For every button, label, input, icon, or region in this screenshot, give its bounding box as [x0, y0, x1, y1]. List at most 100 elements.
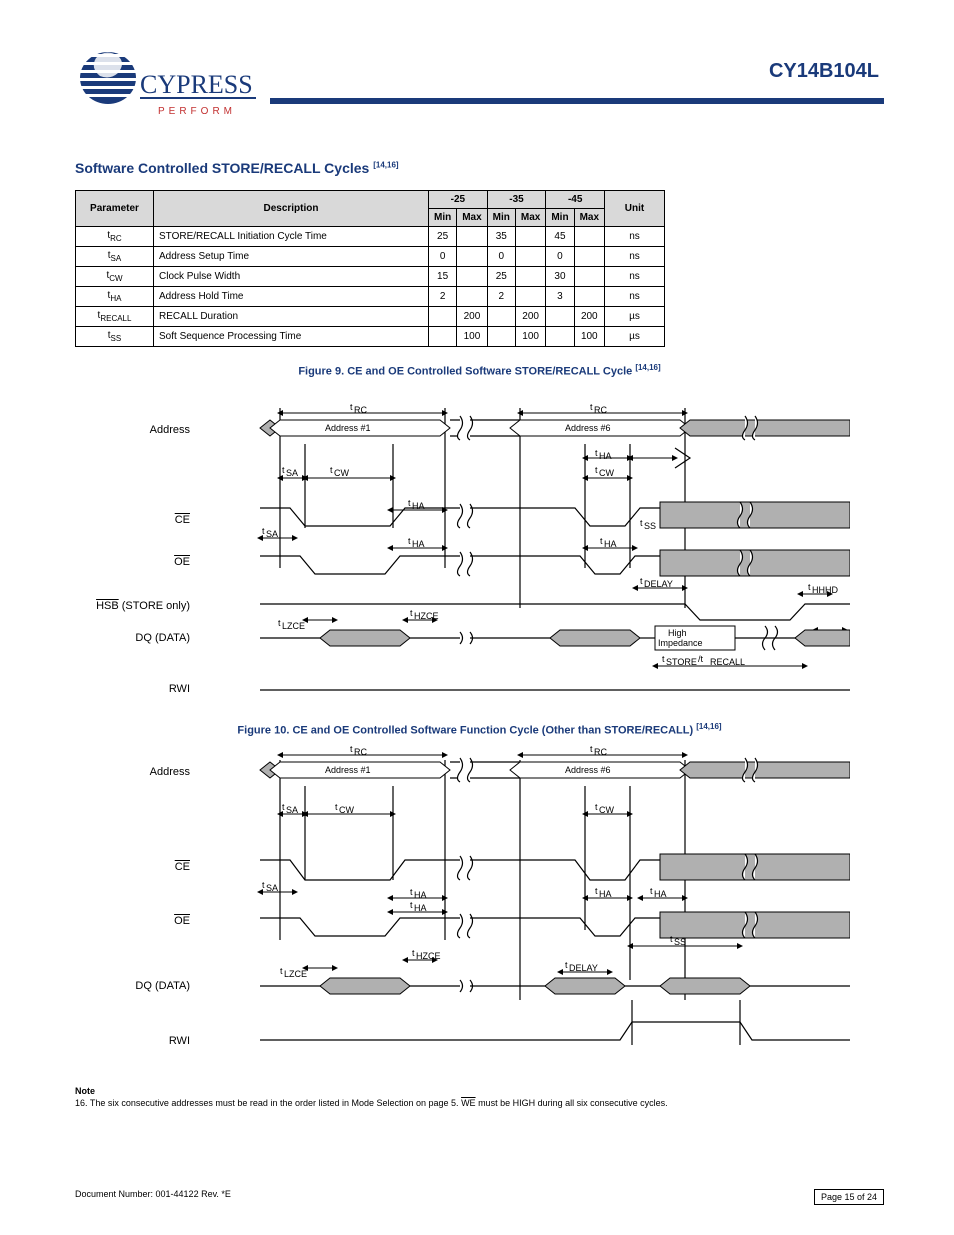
svg-text:SS: SS — [674, 937, 686, 947]
logo-tagline-text: PERFORM — [158, 106, 236, 117]
footer-page: Page 15 of 24 — [814, 1189, 884, 1205]
col-unit: Unit — [605, 191, 665, 227]
notes-title: Note — [75, 1086, 95, 1096]
figure9-diagram: tRC tRC Address #1 Address #6 tSA tCW tC… — [200, 398, 850, 698]
svg-text:RC: RC — [594, 747, 607, 757]
svg-text:High: High — [668, 628, 687, 638]
sig-ce-10: CE — [80, 861, 190, 873]
table-row: tHAAddress Hold Time223ns — [76, 287, 665, 307]
svg-text:Impedance: Impedance — [658, 638, 703, 648]
svg-text:t: t — [335, 802, 338, 812]
svg-text:LZCE: LZCE — [282, 621, 305, 631]
svg-text:DELAY: DELAY — [569, 963, 598, 973]
svg-text:RC: RC — [594, 405, 607, 415]
col-min-25: Min — [429, 209, 457, 227]
page-header: CYPRESS PERFORM CY14B104L — [0, 0, 954, 130]
svg-text:t: t — [595, 448, 598, 458]
sig-address-10: Address — [80, 766, 190, 778]
colgroup-45: -45 — [546, 191, 605, 209]
svg-text:t: t — [590, 744, 593, 754]
svg-text:HA: HA — [599, 451, 612, 461]
svg-text:t: t — [808, 582, 811, 592]
figure9-caption-sup: [14,16] — [635, 363, 660, 372]
footer-rev: Document Number: 001-44122 Rev. *E — [75, 1189, 231, 1199]
svg-text:t: t — [640, 576, 643, 586]
svg-text:RC: RC — [354, 405, 367, 415]
figure10-caption-text: Figure 10. CE and OE Controlled Software… — [237, 725, 693, 737]
col-min-45: Min — [546, 209, 574, 227]
svg-text:STORE: STORE — [666, 657, 697, 667]
svg-text:HA: HA — [414, 903, 427, 913]
colgroup-35: -35 — [487, 191, 546, 209]
svg-text:t: t — [595, 886, 598, 896]
col-description: Description — [154, 191, 429, 227]
header-rule — [270, 98, 884, 104]
svg-text:CW: CW — [339, 805, 354, 815]
part-number: CY14B104L — [769, 60, 879, 83]
svg-text:t: t — [280, 966, 283, 976]
sig-hsb-9: HSB (STORE only) — [80, 600, 190, 612]
svg-text:HA: HA — [599, 889, 612, 899]
col-max-45: Max — [574, 209, 604, 227]
colgroup-25: -25 — [429, 191, 488, 209]
sig-address-9: Address — [80, 424, 190, 436]
svg-text:SA: SA — [266, 529, 278, 539]
figure9-caption: Figure 9. CE and OE Controlled Software … — [75, 363, 884, 378]
svg-text:t: t — [565, 960, 568, 970]
table-row: tSSSoft Sequence Processing Time10010010… — [76, 327, 665, 347]
svg-text:HA: HA — [604, 539, 617, 549]
svg-text:DELAY: DELAY — [644, 579, 673, 589]
svg-text:SA: SA — [266, 883, 278, 893]
table-row: tRECALLRECALL Duration200200200µs — [76, 307, 665, 327]
svg-text:RC: RC — [354, 747, 367, 757]
svg-text:SA: SA — [286, 468, 298, 478]
svg-text:HA: HA — [654, 889, 667, 899]
section-title-sup: [14,16] — [373, 160, 398, 169]
logo-brand-text: CYPRESS — [140, 70, 253, 99]
sig-rwi-10: RWI — [80, 1035, 190, 1047]
figure10-diagram: tRC tRC Address #1 Address #6 tSA tCW tC… — [200, 740, 850, 1050]
figure10-caption: Figure 10. CE and OE Controlled Software… — [75, 722, 884, 737]
sig-oe-10: OE — [80, 915, 190, 927]
svg-text:LZCE: LZCE — [284, 969, 307, 979]
svg-text:t: t — [595, 465, 598, 475]
cypress-logo: CYPRESS PERFORM — [78, 38, 258, 128]
svg-text:t: t — [410, 608, 413, 618]
sig-rwi-9: RWI — [80, 683, 190, 695]
svg-text:t: t — [410, 887, 413, 897]
figure10-caption-sup: [14,16] — [696, 722, 721, 731]
svg-text:t: t — [408, 498, 411, 508]
svg-text:t: t — [282, 465, 285, 475]
page-footer: Document Number: 001-44122 Rev. *E Page … — [75, 1189, 884, 1205]
table-row: tCWClock Pulse Width152530ns — [76, 267, 665, 287]
svg-text:t: t — [350, 744, 353, 754]
svg-text:CW: CW — [599, 468, 614, 478]
svg-text:t: t — [640, 518, 643, 528]
section-title: Software Controlled STORE/RECALL Cycles … — [75, 160, 399, 176]
svg-text:t: t — [662, 654, 665, 664]
figure9-caption-text: Figure 9. CE and OE Controlled Software … — [298, 366, 632, 378]
svg-text:CW: CW — [334, 468, 349, 478]
col-max-35: Max — [515, 209, 545, 227]
svg-text:SA: SA — [286, 805, 298, 815]
svg-text:t: t — [330, 465, 333, 475]
svg-text:/t: /t — [698, 654, 704, 664]
sig-oe-9: OE — [80, 556, 190, 568]
svg-text:Address #1: Address #1 — [325, 765, 371, 775]
section-title-text: Software Controlled STORE/RECALL Cycles — [75, 160, 369, 176]
table-row: tSAAddress Setup Time000ns — [76, 247, 665, 267]
svg-text:t: t — [278, 618, 281, 628]
svg-text:HZCE: HZCE — [414, 611, 439, 621]
svg-text:t: t — [350, 402, 353, 412]
note-16: 16. The six consecutive addresses must b… — [75, 1098, 884, 1108]
sig-ce-9: CE — [80, 514, 190, 526]
col-max-25: Max — [457, 209, 487, 227]
svg-text:t: t — [595, 802, 598, 812]
svg-text:t: t — [650, 886, 653, 896]
svg-text:CW: CW — [599, 805, 614, 815]
svg-text:HA: HA — [412, 501, 425, 511]
svg-text:t: t — [408, 536, 411, 546]
sig-dq-9: DQ (DATA) — [80, 632, 190, 644]
svg-text:Address #6: Address #6 — [565, 765, 611, 775]
svg-text:HZCE: HZCE — [416, 951, 441, 961]
